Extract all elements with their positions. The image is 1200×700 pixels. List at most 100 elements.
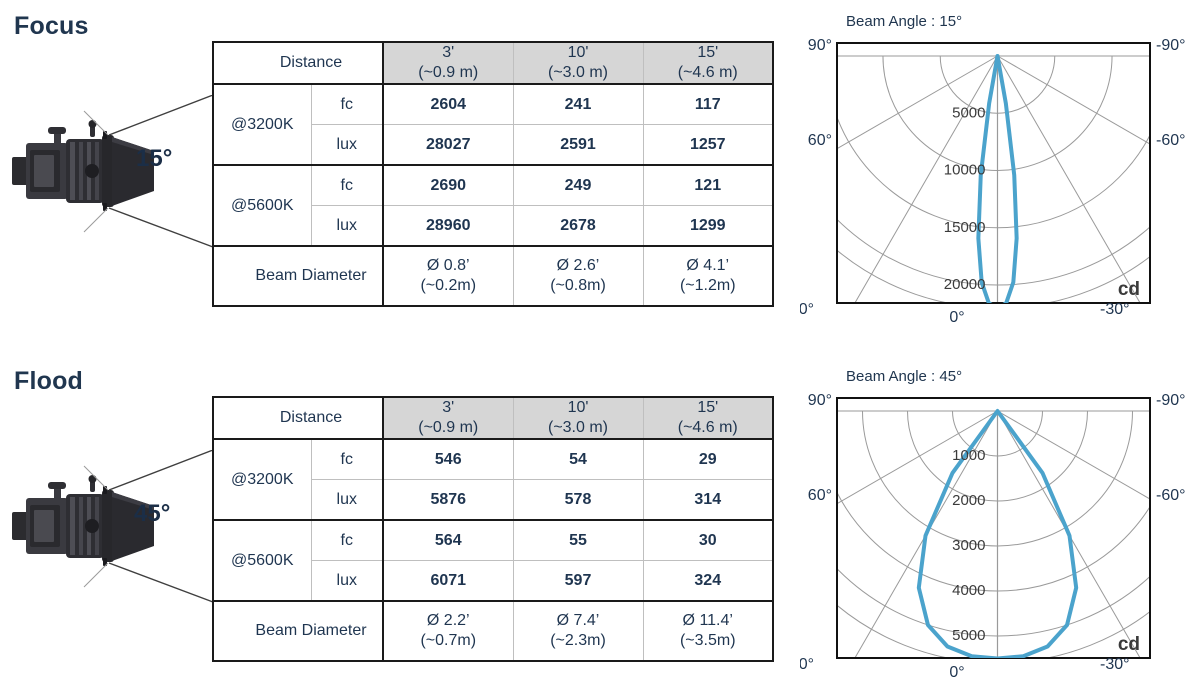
focus-section: Focus: [4, 12, 1186, 326]
table-row: lux 5876 578 314: [213, 479, 774, 521]
table-row-header: Distance 3' (~0.9 m) 10' (~3.0 m) 15' (~…: [212, 41, 774, 85]
chart-frame: [836, 42, 1151, 304]
value-cell: 597: [512, 560, 644, 602]
value-cell: 30: [642, 519, 774, 561]
table-row: @3200K fc 546 54 29: [212, 438, 774, 521]
polar-grid: [837, 410, 1150, 658]
column-header-2: 15' (~4.6 m): [642, 396, 774, 440]
table-row: @5600K fc 2690 249 121: [212, 164, 774, 247]
column-header-feet-2: 15': [697, 399, 719, 416]
angle-label-bottom-center: 0°: [949, 309, 964, 326]
beam-diameter-meters: (~1.2m): [679, 277, 736, 294]
unit-label-fc: fc: [310, 519, 384, 561]
beam-cone-lines: [108, 450, 214, 603]
table-row: lux 28960 2678 1299: [213, 205, 774, 247]
column-header-2: 15' (~4.6 m): [642, 41, 774, 85]
value-cell: 2690: [382, 164, 514, 206]
beam-diameter-cell: Ø 0.8’ (~0.2m): [382, 245, 514, 307]
angle-label-right: -30°: [1100, 656, 1130, 673]
table-row: @5600K fc 564 55 30: [212, 519, 774, 602]
group-label-3200k: @3200K: [212, 438, 312, 521]
radial-tick-label: 20000: [944, 276, 986, 293]
value-cell: 54: [512, 438, 644, 480]
beam-diameter-feet: Ø 0.8’: [426, 257, 470, 274]
radial-tick-label: 10000: [944, 162, 986, 179]
value-cell: 241: [512, 83, 644, 125]
beam-diameter-feet: Ø 2.2’: [426, 612, 470, 629]
beam-diameter-label: Beam Diameter: [212, 245, 384, 307]
table-row-header: Distance 3' (~0.9 m) 10' (~3.0 m) 15' (~…: [212, 396, 774, 440]
unit-label-fc: fc: [310, 438, 384, 480]
value-cell: 6071: [382, 560, 514, 602]
unit-label-cd: cd: [1118, 279, 1140, 300]
angle-label-left: 90°: [808, 37, 832, 54]
polar-grid: [837, 55, 1150, 303]
value-cell: 29: [642, 438, 774, 480]
column-header-feet-0: 3': [442, 44, 455, 61]
column-header-1: 10' (~3.0 m): [512, 396, 644, 440]
beam-diameter-cell: Ø 7.4’ (~2.3m): [512, 600, 644, 662]
radial-tick-label: 1000: [952, 447, 985, 464]
radial-tick-label: 5000: [952, 104, 985, 121]
distance-label: Distance: [212, 41, 384, 85]
angle-label-bottom-center: 0°: [949, 664, 964, 681]
table-row-beam-diameter: Beam Diameter Ø 2.2’ (~0.7m) Ø 7.4’ (~2.…: [212, 600, 774, 662]
unit-label-lux: lux: [310, 124, 384, 166]
beam-diameter-meters: (~0.2m): [420, 277, 477, 294]
table-row: lux 6071 597 324: [213, 560, 774, 602]
beam-cone-lines: [108, 95, 214, 248]
unit-label-fc: fc: [310, 164, 384, 206]
beam-spill-lines: [83, 110, 109, 233]
photometrics-table-flood: Distance 3' (~0.9 m) 10' (~3.0 m) 15' (~…: [212, 396, 774, 662]
beam-spill-lines: [83, 465, 109, 588]
radial-tick-label: 4000: [952, 582, 985, 599]
value-cell: 117: [642, 83, 774, 125]
value-cell: 578: [512, 479, 644, 521]
beam-angle-value-flood: 45°: [134, 500, 171, 527]
beam-diameter-feet: Ø 2.6’: [556, 257, 600, 274]
value-cell: 121: [642, 164, 774, 206]
angle-label-left: 60°: [808, 487, 832, 504]
column-header-meters-0: (~0.9 m): [418, 419, 479, 436]
unit-label-lux: lux: [310, 560, 384, 602]
candela-distribution-curve: [976, 54, 1019, 303]
beam-diameter-meters: (~0.7m): [420, 632, 477, 649]
value-cell: 5876: [382, 479, 514, 521]
fresnel-light-icon: [12, 120, 154, 211]
radial-tick-label: 5000: [952, 627, 985, 644]
value-cell: 2591: [512, 124, 644, 166]
unit-label-cd: cd: [1118, 634, 1140, 655]
angle-label-right: -60°: [1156, 132, 1186, 149]
angle-label-left: 90°: [808, 392, 832, 409]
column-header-0: 3' (~0.9 m): [382, 41, 514, 85]
distance-label: Distance: [212, 396, 384, 440]
radial-tick-label: 3000: [952, 537, 985, 554]
unit-label-fc: fc: [310, 83, 384, 125]
beam-diameter-cell: Ø 11.4’ (~3.5m): [642, 600, 774, 662]
value-cell: 1257: [642, 124, 774, 166]
value-cell: 324: [642, 560, 774, 602]
table-row: @3200K fc 2604 241 117: [212, 83, 774, 166]
value-cell: 2678: [512, 205, 644, 247]
beam-diameter-cell: Ø 2.2’ (~0.7m): [382, 600, 514, 662]
angle-label-left: 60°: [808, 132, 832, 149]
fresnel-light-icon: [12, 475, 154, 566]
angle-label-left: 30°: [800, 301, 814, 318]
section-title-focus: Focus: [14, 12, 89, 40]
fixture-illustration-flood: [4, 450, 214, 630]
column-header-meters-2: (~4.6 m): [677, 419, 738, 436]
polar-chart-title: Beam Angle : 15°: [846, 13, 963, 30]
beam-diameter-meters: (~0.8m): [550, 277, 606, 294]
table-row: lux 28027 2591 1257: [213, 124, 774, 166]
polar-chart-flood: Beam Angle : 45° 1000 2000 3000 4000 5000 90°…: [800, 359, 1196, 689]
fixture-illustration-focus: [4, 95, 214, 275]
beam-diameter-meters: (~3.5m): [679, 632, 736, 649]
value-cell: 28960: [382, 205, 514, 247]
beam-diameter-feet: Ø 7.4’: [556, 612, 600, 629]
flood-section: Flood: [0, 355, 1200, 700]
column-header-feet-0: 3': [442, 399, 455, 416]
unit-label-lux: lux: [310, 479, 384, 521]
polar-chart-title: Beam Angle : 45°: [846, 368, 963, 385]
group-label-3200k: @3200K: [212, 83, 312, 166]
column-header-meters-0: (~0.9 m): [418, 64, 479, 81]
